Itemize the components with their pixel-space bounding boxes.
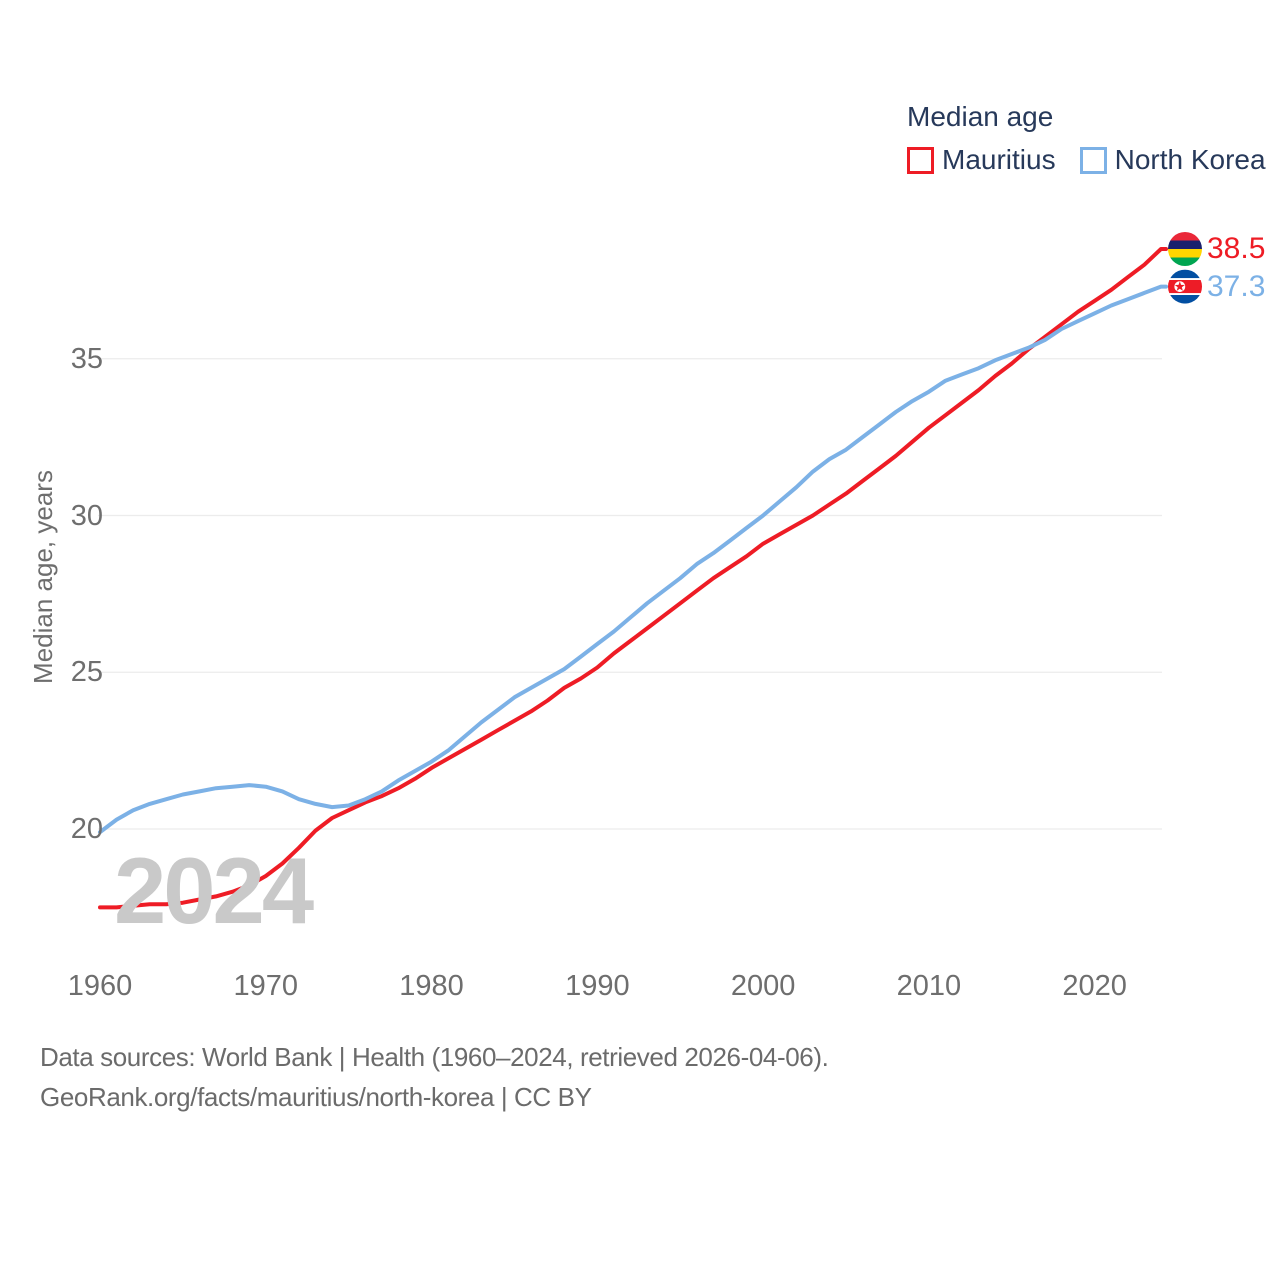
legend-item-north-korea[interactable]: North Korea xyxy=(1114,144,1266,175)
north-korea-flag-icon xyxy=(1168,269,1202,304)
x-tick-label: 1970 xyxy=(233,970,299,1002)
series-line-mauritius[interactable] xyxy=(98,247,1168,910)
x-tick-label: 2020 xyxy=(1062,970,1127,1002)
end-value-mauritius: 38.5 xyxy=(1207,232,1266,266)
legend: Median age Mauritius North Korea xyxy=(907,101,1280,176)
y-tick-label: 30 xyxy=(70,499,103,532)
y-tick-label: 20 xyxy=(70,813,103,845)
legend-swatch-mauritius[interactable] xyxy=(907,146,934,174)
year-watermark: 2024 xyxy=(114,838,314,943)
legend-swatch-north-korea[interactable] xyxy=(1079,146,1107,174)
x-tick-label: 2010 xyxy=(896,970,962,1002)
mauritius-flag-icon xyxy=(1168,232,1202,266)
end-value-north-korea: 37.3 xyxy=(1207,269,1266,303)
x-tick-label: 1990 xyxy=(565,970,630,1002)
plot-area xyxy=(98,247,1168,910)
y-tick-label: 25 xyxy=(70,656,103,689)
x-tick-label: 1960 xyxy=(67,970,133,1002)
footer-attribution-link: GeoRank.org/facts/mauritius/north-korea … xyxy=(40,1082,592,1112)
legend-title: Median age xyxy=(907,101,1054,132)
legend-item-mauritius[interactable]: Mauritius xyxy=(942,144,1056,175)
y-tick-label: 35 xyxy=(70,342,103,375)
footer-data-sources: Data sources: World Bank | Health (1960–… xyxy=(40,1042,829,1072)
legend-row: Mauritius North Korea xyxy=(907,144,1280,176)
x-tick-label: 2000 xyxy=(730,970,796,1002)
series-line-north-korea[interactable] xyxy=(98,284,1168,835)
x-tick-label: 1980 xyxy=(399,970,464,1002)
